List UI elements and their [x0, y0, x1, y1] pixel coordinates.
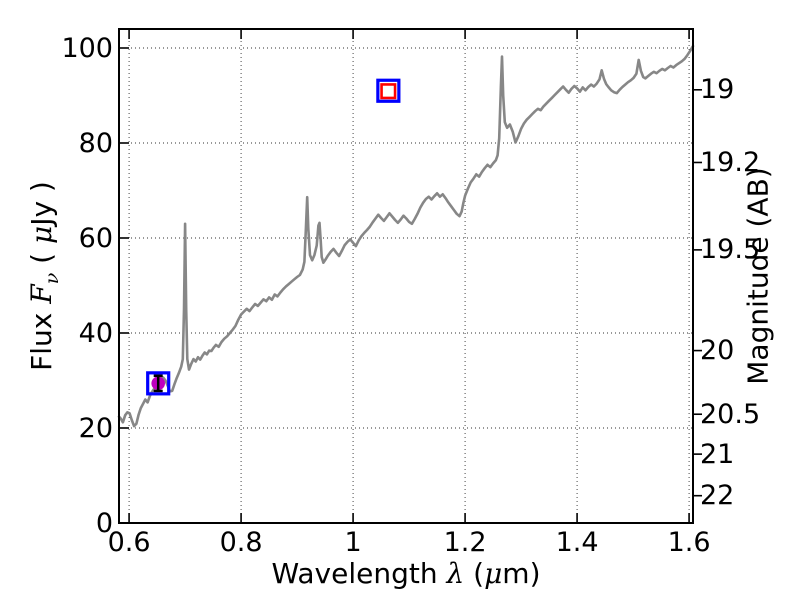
ylabel-unit: Jy ): [25, 181, 59, 226]
x-tick-label: 0.8: [219, 527, 263, 558]
y-tick-label-left: 80: [78, 127, 113, 159]
y-tick-label-right: 21: [700, 438, 735, 470]
xlabel-paren: (: [464, 557, 485, 590]
ylabel-text: Flux: [25, 303, 59, 371]
x-axis-label: Wavelength λ (μm): [272, 557, 541, 590]
flux-symbol: F: [25, 284, 59, 304]
mu-symbol: μ: [484, 557, 503, 590]
nu-subscript: ν: [40, 272, 63, 285]
right-y-axis-label: Magnitude (AB): [741, 167, 775, 385]
y-tick-label-left: 0: [95, 507, 113, 539]
axes-frame: [118, 28, 694, 524]
blue-square-marker: [376, 78, 401, 103]
x-tick-label: 1.2: [443, 527, 487, 558]
blue-square-marker: [146, 371, 171, 396]
y-tick-label-right: 19.2: [700, 146, 761, 178]
lambda-symbol: λ: [446, 557, 465, 590]
x-tick-label: 0.6: [107, 527, 151, 558]
xlabel-unit: m): [502, 557, 541, 590]
x-tick-label: 1: [344, 527, 362, 558]
xlabel-text: Wavelength: [271, 557, 447, 590]
ylabel-paren: (: [25, 244, 59, 273]
x-tick-label: 1.6: [667, 527, 711, 558]
left-y-axis-label: Flux Fν ( μJy ): [25, 181, 63, 371]
x-tick-label: 1.4: [555, 527, 599, 558]
y-tick-label-left: 100: [61, 32, 113, 64]
y-tick-label-left: 60: [78, 222, 113, 254]
spectrum-line: [117, 44, 695, 428]
y-tick-label-left: 40: [78, 317, 113, 349]
y-tick-label-left: 20: [78, 412, 113, 444]
red-square-marker: [380, 83, 397, 100]
y-tick-label-right: 20.5: [700, 398, 761, 430]
y-tick-label-right: 19: [700, 74, 735, 106]
mu-symbol: μ: [25, 225, 59, 245]
y-tick-label-right: 20: [700, 335, 735, 367]
y-tick-label-right: 22: [700, 480, 735, 512]
y-tick-label-right: 19.5: [700, 234, 761, 266]
